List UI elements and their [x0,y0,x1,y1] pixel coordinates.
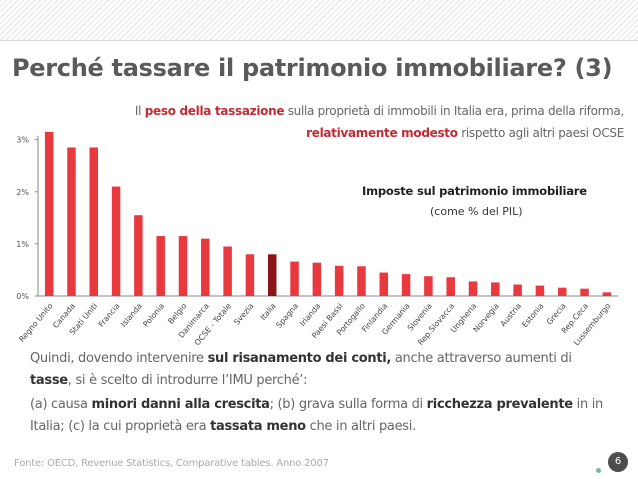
body-text: Italia; (c) la cui proprietà era [30,419,211,434]
x-tick-label: Islanda [119,301,144,328]
y-tick-label: 0% [16,292,29,301]
body-text: che in altri paesi. [305,419,417,434]
bar [580,288,589,296]
page-number-badge: 6 [608,452,628,472]
page-indicator-dot [596,468,601,473]
bar [513,284,522,296]
chart-legend-unit: (come % del PIL) [430,205,523,218]
bar [334,265,344,296]
x-tick-label: Estonia [520,301,545,329]
x-tick-label: Polonia [141,301,166,328]
subtitle-emphasis: relativamente modesto [306,126,458,140]
body-text: ; (b) grava sulla forma di [269,397,427,412]
x-tick-label: Italia [258,301,277,322]
bar [602,292,612,296]
bar [379,272,389,296]
body-text: Quindi, dovendo intervenire [30,351,208,366]
subtitle-line-1: Il peso della tassazione sulla proprietà… [135,104,624,118]
bar [446,277,455,296]
body-text: anche attraverso aumenti di [391,351,572,366]
subtitle-text: Il [134,104,145,118]
body-text: (a) causa [30,397,92,412]
bar [44,131,54,296]
bar [223,246,232,296]
bar [267,254,277,296]
body-emphasis: ricchezza prevalente [426,397,573,412]
body-text: in in [572,397,604,412]
y-tick-label: 1% [16,240,29,249]
source-note: Fonte: OECD, Revenue Statistics, Compara… [14,458,329,469]
body-line-4: Italia; (c) la cui proprietà era tassata… [30,419,416,434]
bar [535,285,545,296]
subtitle-text: sulla proprietà di immobili in Italia er… [284,104,625,118]
y-tick-label: 3% [16,136,29,145]
bar [491,282,500,296]
x-tick-label: Francia [97,301,122,328]
body-emphasis: sul risanamento dei conti, [207,351,392,366]
bar [357,266,366,296]
bar [156,236,165,296]
x-tick-label: Svezia [232,301,255,326]
bar [89,147,99,296]
bar [111,186,121,296]
bar [134,215,143,296]
bar [201,238,210,296]
bar [401,274,411,296]
body-emphasis: tassata meno [210,419,306,434]
subtitle-line-2: relativamente modesto rispetto agli altr… [306,126,624,140]
bar [468,281,478,296]
body-emphasis: tasse [30,373,68,388]
y-tick-label: 2% [16,188,29,197]
chart-legend-title: Imposte sul patrimonio immobiliare [362,184,587,198]
slide-title: Perché tassare il patrimonio immobiliare… [12,54,613,82]
bar [67,147,76,296]
subtitle-emphasis: peso della tassazione [144,104,285,118]
x-tick-label: Spagna [274,301,300,329]
header-hatch [0,0,638,40]
bar [557,287,567,296]
body-line-3: (a) causa minori danni alla crescita; (b… [30,397,603,412]
x-tick-label: Austria [499,301,524,328]
bar [245,254,255,296]
bar [290,261,299,296]
x-tick-label: Regno Unito [17,301,55,343]
bar [424,276,433,296]
bar [312,262,322,296]
body-text: , si è scelto di introdurre l’IMU perché… [67,373,308,388]
body-emphasis: minori danni alla crescita [91,397,270,412]
subtitle-text: rispetto agli altri paesi OCSE [457,126,624,140]
bar [178,236,188,296]
body-line-2: tasse, si è scelto di introdurre l’IMU p… [30,373,308,388]
body-line-1: Quindi, dovendo intervenire sul risaname… [30,351,572,366]
x-tick-label: Belgio [166,301,189,325]
header-divider [0,40,638,41]
